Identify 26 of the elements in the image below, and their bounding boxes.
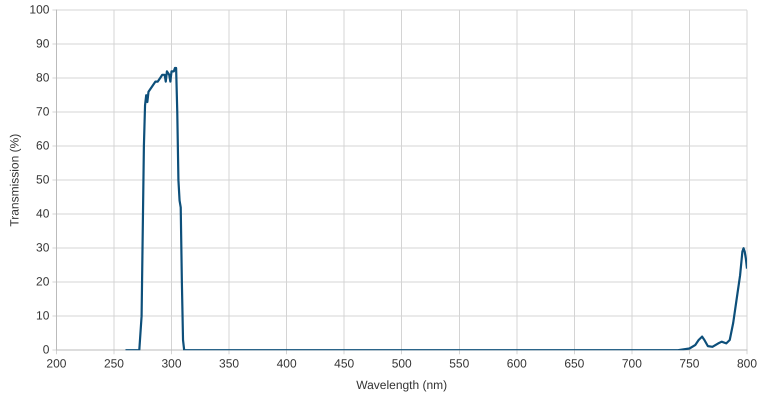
x-tick-label: 800 — [736, 356, 758, 371]
y-tick-label: 0 — [42, 342, 50, 357]
x-tick-label: 400 — [276, 356, 297, 371]
y-axis-title: Transmission (%) — [8, 134, 22, 227]
x-tick-label: 350 — [219, 356, 240, 371]
x-tick-label: 250 — [104, 356, 124, 371]
y-tick-label: 70 — [36, 104, 50, 119]
y-tick-label: 50 — [36, 172, 50, 187]
y-tick-label: 60 — [36, 138, 50, 153]
y-tick-label: 30 — [36, 240, 50, 255]
y-tick-label: 100 — [29, 2, 50, 17]
x-tick-label: 450 — [334, 356, 354, 371]
y-tick-label: 40 — [36, 206, 50, 221]
x-tick-label: 200 — [46, 356, 67, 371]
x-tick-label: 300 — [162, 356, 182, 371]
x-axis-title: Wavelength (nm) — [356, 378, 448, 392]
y-tick-label: 90 — [36, 36, 50, 51]
x-tick-label: 600 — [506, 356, 528, 371]
x-tick-label: 750 — [679, 356, 700, 371]
y-tick-label: 20 — [36, 274, 50, 289]
x-tick-label: 650 — [564, 356, 585, 371]
y-tick-label: 80 — [36, 70, 50, 85]
x-tick-label: 700 — [622, 356, 642, 371]
y-tick-label: 10 — [36, 308, 50, 323]
x-tick-label: 550 — [449, 356, 470, 371]
x-tick-label: 500 — [392, 356, 412, 371]
